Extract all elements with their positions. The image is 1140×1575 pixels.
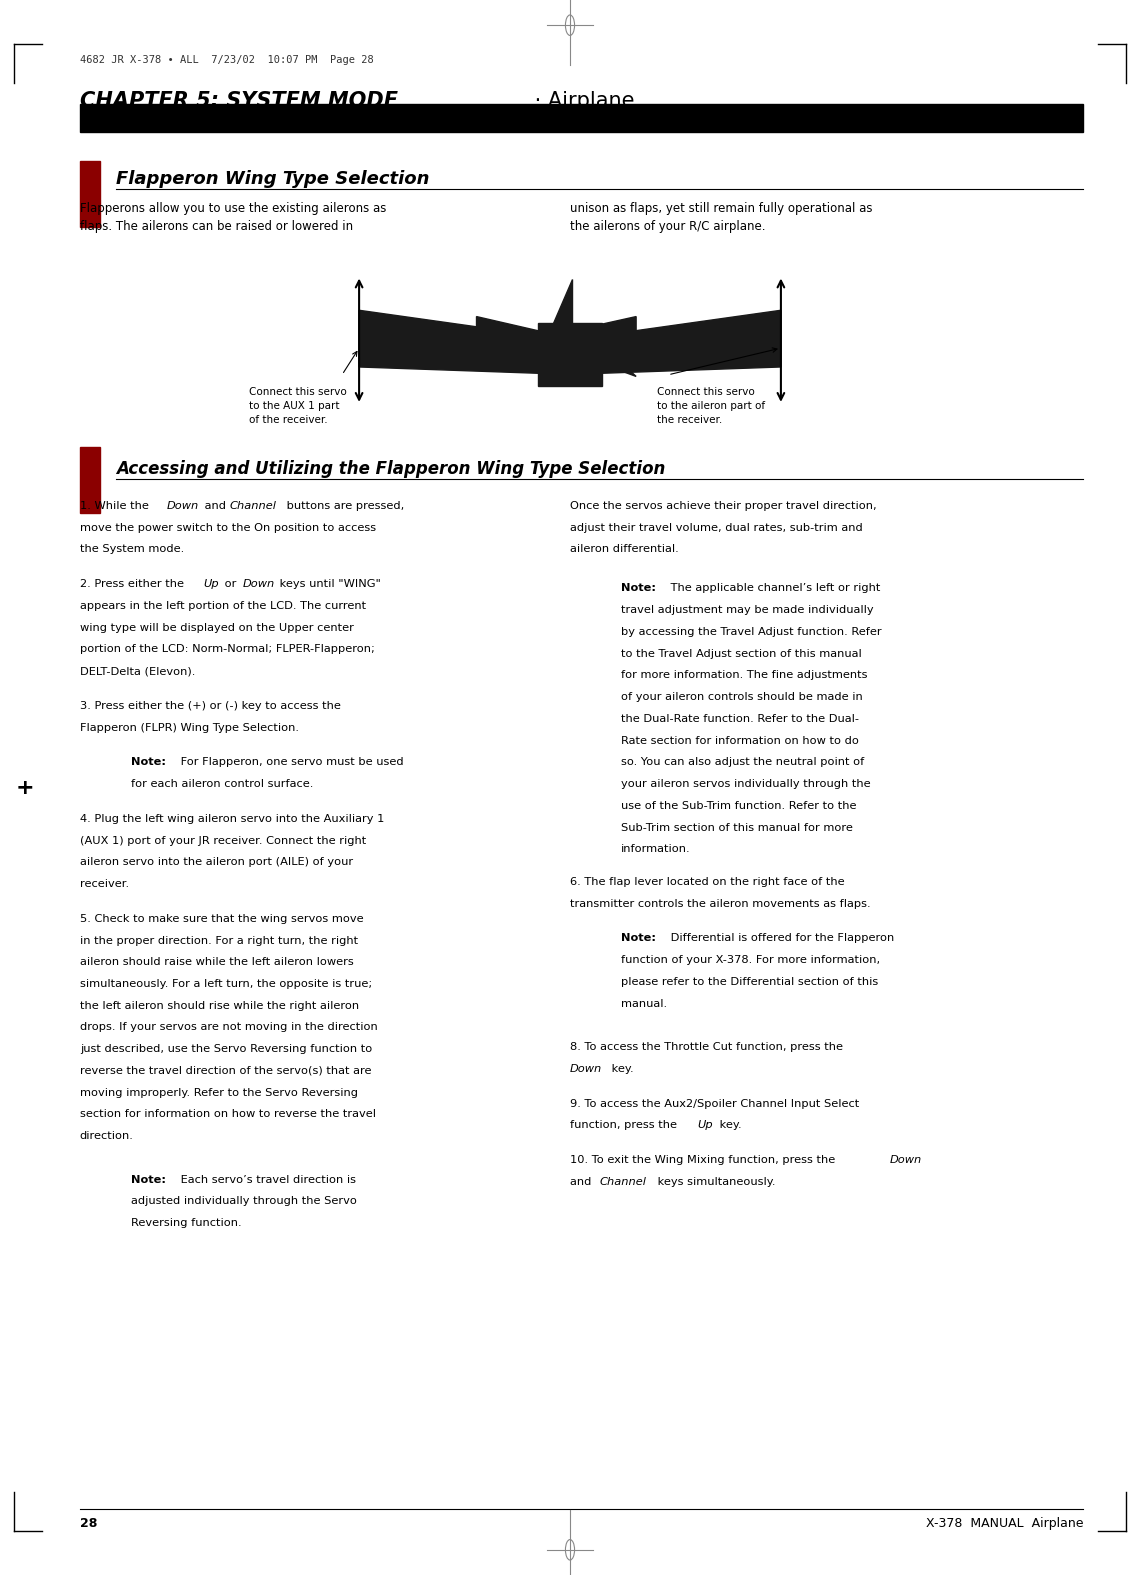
Text: Note:: Note: xyxy=(621,583,657,594)
Text: of your aileron controls should be made in: of your aileron controls should be made … xyxy=(621,691,863,702)
Text: 2. Press either the: 2. Press either the xyxy=(80,580,187,589)
Text: wing type will be displayed on the Upper center: wing type will be displayed on the Upper… xyxy=(80,622,353,633)
Bar xyxy=(538,323,602,386)
Polygon shape xyxy=(477,317,538,339)
Polygon shape xyxy=(602,310,781,373)
Text: Note:: Note: xyxy=(131,758,166,767)
Text: just described, use the Servo Reversing function to: just described, use the Servo Reversing … xyxy=(80,1044,372,1054)
Text: Note:: Note: xyxy=(131,1175,166,1184)
Text: use of the Sub-Trim function. Refer to the: use of the Sub-Trim function. Refer to t… xyxy=(621,800,857,811)
Text: and: and xyxy=(570,1177,595,1188)
Text: 9. To access the Aux2/Spoiler Channel Input Select: 9. To access the Aux2/Spoiler Channel In… xyxy=(570,1099,860,1109)
Text: Rate section for information on how to do: Rate section for information on how to d… xyxy=(621,736,860,745)
Text: Accessing and Utilizing the Flapperon Wing Type Selection: Accessing and Utilizing the Flapperon Wi… xyxy=(116,460,666,477)
Text: 8. To access the Throttle Cut function, press the: 8. To access the Throttle Cut function, … xyxy=(570,1043,842,1052)
Text: 3. Press either the (+) or (-) key to access the: 3. Press either the (+) or (-) key to ac… xyxy=(80,701,341,710)
Text: Connect this servo
to the AUX 1 part
of the receiver.: Connect this servo to the AUX 1 part of … xyxy=(249,387,347,425)
Bar xyxy=(80,161,100,227)
Polygon shape xyxy=(572,317,636,339)
Text: your aileron servos individually through the: your aileron servos individually through… xyxy=(621,780,871,789)
Text: receiver.: receiver. xyxy=(80,879,129,888)
Bar xyxy=(80,104,1083,132)
Text: move the power switch to the On position to access: move the power switch to the On position… xyxy=(80,523,376,532)
Polygon shape xyxy=(359,310,538,373)
Text: to the Travel Adjust section of this manual: to the Travel Adjust section of this man… xyxy=(621,649,862,658)
Text: so. You can also adjust the neutral point of: so. You can also adjust the neutral poin… xyxy=(621,758,864,767)
Text: Reversing function.: Reversing function. xyxy=(131,1217,242,1229)
Text: function of your X-378. For more information,: function of your X-378. For more informa… xyxy=(621,954,880,965)
Text: in the proper direction. For a right turn, the right: in the proper direction. For a right tur… xyxy=(80,936,358,945)
Text: for more information. The fine adjustments: for more information. The fine adjustmen… xyxy=(621,671,868,680)
Text: information.: information. xyxy=(621,844,691,854)
Bar xyxy=(80,447,100,513)
Text: aileron servo into the aileron port (AILE) of your: aileron servo into the aileron port (AIL… xyxy=(80,857,353,868)
Text: 5. Check to make sure that the wing servos move: 5. Check to make sure that the wing serv… xyxy=(80,913,364,925)
Text: keys until "WING": keys until "WING" xyxy=(276,580,381,589)
Text: Down: Down xyxy=(570,1063,602,1074)
Text: section for information on how to reverse the travel: section for information on how to revers… xyxy=(80,1109,376,1120)
Text: CHAPTER 5: SYSTEM MODE: CHAPTER 5: SYSTEM MODE xyxy=(80,91,398,112)
Text: Down: Down xyxy=(166,501,198,510)
Text: 28: 28 xyxy=(80,1517,97,1529)
Text: simultaneously. For a left turn, the opposite is true;: simultaneously. For a left turn, the opp… xyxy=(80,980,372,989)
Text: transmitter controls the aileron movements as flaps.: transmitter controls the aileron movemen… xyxy=(570,899,871,909)
Text: Flapperon (FLPR) Wing Type Selection.: Flapperon (FLPR) Wing Type Selection. xyxy=(80,723,299,732)
Text: Sub-Trim section of this manual for more: Sub-Trim section of this manual for more xyxy=(621,822,853,833)
Text: aileron should raise while the left aileron lowers: aileron should raise while the left aile… xyxy=(80,958,353,967)
Text: keys simultaneously.: keys simultaneously. xyxy=(654,1177,776,1188)
Text: Up: Up xyxy=(203,580,219,589)
Text: 1. While the: 1. While the xyxy=(80,501,153,510)
Text: Note:: Note: xyxy=(621,934,657,943)
Text: for each aileron control surface.: for each aileron control surface. xyxy=(131,780,314,789)
Text: aileron differential.: aileron differential. xyxy=(570,545,678,554)
Text: travel adjustment may be made individually: travel adjustment may be made individual… xyxy=(621,605,874,616)
Text: +: + xyxy=(16,778,34,797)
Text: the System mode.: the System mode. xyxy=(80,545,184,554)
Text: For Flapperon, one servo must be used: For Flapperon, one servo must be used xyxy=(177,758,404,767)
Text: please refer to the Differential section of this: please refer to the Differential section… xyxy=(621,976,879,988)
Text: function, press the: function, press the xyxy=(570,1120,681,1131)
Text: manual.: manual. xyxy=(621,999,667,1008)
Text: portion of the LCD: Norm-Normal; FLPER-Flapperon;: portion of the LCD: Norm-Normal; FLPER-F… xyxy=(80,644,375,654)
Text: moving improperly. Refer to the Servo Reversing: moving improperly. Refer to the Servo Re… xyxy=(80,1088,358,1098)
Text: DELT-Delta (Elevon).: DELT-Delta (Elevon). xyxy=(80,666,195,676)
Text: 4. Plug the left wing aileron servo into the Auxiliary 1: 4. Plug the left wing aileron servo into… xyxy=(80,814,384,824)
Text: 10. To exit the Wing Mixing function, press the: 10. To exit the Wing Mixing function, pr… xyxy=(570,1154,839,1166)
Text: reverse the travel direction of the servo(s) that are: reverse the travel direction of the serv… xyxy=(80,1066,372,1076)
Text: by accessing the Travel Adjust function. Refer: by accessing the Travel Adjust function.… xyxy=(621,627,882,636)
Text: Up: Up xyxy=(698,1120,714,1131)
Text: unison as flaps, yet still remain fully operational as
the ailerons of your R/C : unison as flaps, yet still remain fully … xyxy=(570,202,872,233)
Text: Each servo’s travel direction is: Each servo’s travel direction is xyxy=(177,1175,356,1184)
Polygon shape xyxy=(553,279,572,323)
Text: and: and xyxy=(201,501,229,510)
Text: Channel: Channel xyxy=(600,1177,646,1188)
Text: key.: key. xyxy=(608,1063,633,1074)
Text: X-378  MANUAL  Airplane: X-378 MANUAL Airplane xyxy=(926,1517,1083,1529)
Text: appears in the left portion of the LCD. The current: appears in the left portion of the LCD. … xyxy=(80,600,366,611)
Text: the Dual-Rate function. Refer to the Dual-: the Dual-Rate function. Refer to the Dua… xyxy=(621,713,860,724)
Polygon shape xyxy=(602,345,636,376)
Text: Down: Down xyxy=(889,1154,921,1166)
Text: adjust their travel volume, dual rates, sub-trim and: adjust their travel volume, dual rates, … xyxy=(570,523,863,532)
Text: Differential is offered for the Flapperon: Differential is offered for the Flappero… xyxy=(667,934,894,943)
Text: The applicable channel’s left or right: The applicable channel’s left or right xyxy=(667,583,880,594)
Text: 4682 JR X-378 • ALL  7/23/02  10:07 PM  Page 28: 4682 JR X-378 • ALL 7/23/02 10:07 PM Pag… xyxy=(80,55,374,65)
Text: Connect this servo
to the aileron part of
the receiver.: Connect this servo to the aileron part o… xyxy=(657,387,765,425)
Text: (AUX 1) port of your JR receiver. Connect the right: (AUX 1) port of your JR receiver. Connec… xyxy=(80,836,366,846)
Text: key.: key. xyxy=(716,1120,741,1131)
Text: Down: Down xyxy=(243,580,275,589)
Text: Channel: Channel xyxy=(229,501,276,510)
Text: buttons are pressed,: buttons are pressed, xyxy=(283,501,404,510)
Text: Once the servos achieve their proper travel direction,: Once the servos achieve their proper tra… xyxy=(570,501,877,510)
Text: 6. The flap lever located on the right face of the: 6. The flap lever located on the right f… xyxy=(570,877,845,887)
Text: direction.: direction. xyxy=(80,1131,133,1142)
Text: the left aileron should rise while the right aileron: the left aileron should rise while the r… xyxy=(80,1000,359,1011)
Text: adjusted individually through the Servo: adjusted individually through the Servo xyxy=(131,1197,357,1206)
Text: drops. If your servos are not moving in the direction: drops. If your servos are not moving in … xyxy=(80,1022,377,1033)
Text: Flapperons allow you to use the existing ailerons as
flaps. The ailerons can be : Flapperons allow you to use the existing… xyxy=(80,202,386,233)
Text: Flapperon Wing Type Selection: Flapperon Wing Type Selection xyxy=(116,170,430,187)
Text: or: or xyxy=(221,580,241,589)
Text: · Airplane: · Airplane xyxy=(528,91,634,112)
